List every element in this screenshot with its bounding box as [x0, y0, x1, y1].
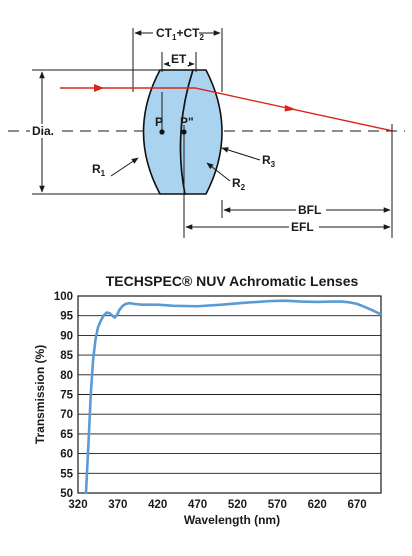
transmission-chart: TECHSPEC® NUV Achromatic Lenses 50 55 60 65…: [33, 273, 383, 527]
y-tick-label-85: 85: [60, 350, 73, 362]
efl-label: EFL: [291, 220, 314, 234]
y-tick-label-90: 90: [60, 330, 73, 342]
y-tick-label-55: 55: [60, 468, 73, 480]
r3-leader: [221, 147, 261, 161]
y-tick-label-60: 60: [60, 449, 73, 461]
y-axis-label: Transmission (%): [33, 345, 47, 444]
lens-diagram: Dia. P P" CT1+CT2 ET: [8, 22, 405, 238]
et-label-bg: [169, 52, 189, 65]
x-tick-label-670: 670: [347, 499, 366, 511]
x-tick-label-570: 570: [268, 499, 287, 511]
dia-label: Dia.: [32, 124, 54, 138]
x-tick-label-470: 470: [188, 499, 207, 511]
series-line-transmission: [84, 299, 383, 495]
ct-label-bg: [153, 22, 199, 40]
r1-leader: [110, 157, 139, 177]
y-tick-label-95: 95: [60, 311, 73, 323]
y-tick-label-50: 50: [60, 488, 73, 500]
x-tick-label-370: 370: [108, 499, 127, 511]
dia-label-bg: [30, 124, 60, 138]
x-tick-label-320: 320: [68, 499, 87, 511]
light-ray: [60, 87, 394, 132]
chart-title: TECHSPEC® NUV Achromatic Lenses: [106, 273, 359, 289]
x-axis-label: Wavelength (nm): [184, 513, 280, 527]
achromat-lens: [142, 69, 223, 195]
y-tick-labels: 50 55 60 65 70 75 80 85 90 95 100: [54, 291, 74, 500]
x-tick-label-420: 420: [148, 499, 167, 511]
r3-label: R3: [262, 153, 276, 169]
et-label: ET: [171, 52, 187, 66]
plot-frame: [77, 295, 382, 494]
y-tick-label-80: 80: [60, 370, 73, 382]
ray-arrow-2: [284, 105, 296, 112]
y-tick-label-70: 70: [60, 409, 73, 421]
x-tick-label-520: 520: [228, 499, 247, 511]
bfl-label: BFL: [298, 203, 321, 217]
y-tick-label-65: 65: [60, 429, 73, 441]
x-tick-labels: 320 370 420 470 520 570 620 670: [68, 499, 366, 511]
y-tick-label-75: 75: [60, 390, 73, 402]
p-double-prime-label: P": [180, 115, 194, 129]
principal-point-p-double-prime: [181, 129, 187, 135]
p-label: P: [155, 115, 163, 129]
efl-label-bg: [289, 219, 319, 233]
y-tick-label-100: 100: [54, 291, 73, 303]
x-tick-label-620: 620: [308, 499, 327, 511]
principal-point-p: [159, 129, 165, 135]
ray-arrow-1: [94, 84, 104, 92]
r2-label: R2: [232, 176, 246, 192]
bfl-label-bg: [296, 202, 326, 216]
r2-leader: [206, 162, 231, 182]
r1-label: R1: [92, 162, 106, 178]
gridlines: [78, 315, 381, 474]
ct-label: CT1+CT2: [156, 26, 204, 42]
